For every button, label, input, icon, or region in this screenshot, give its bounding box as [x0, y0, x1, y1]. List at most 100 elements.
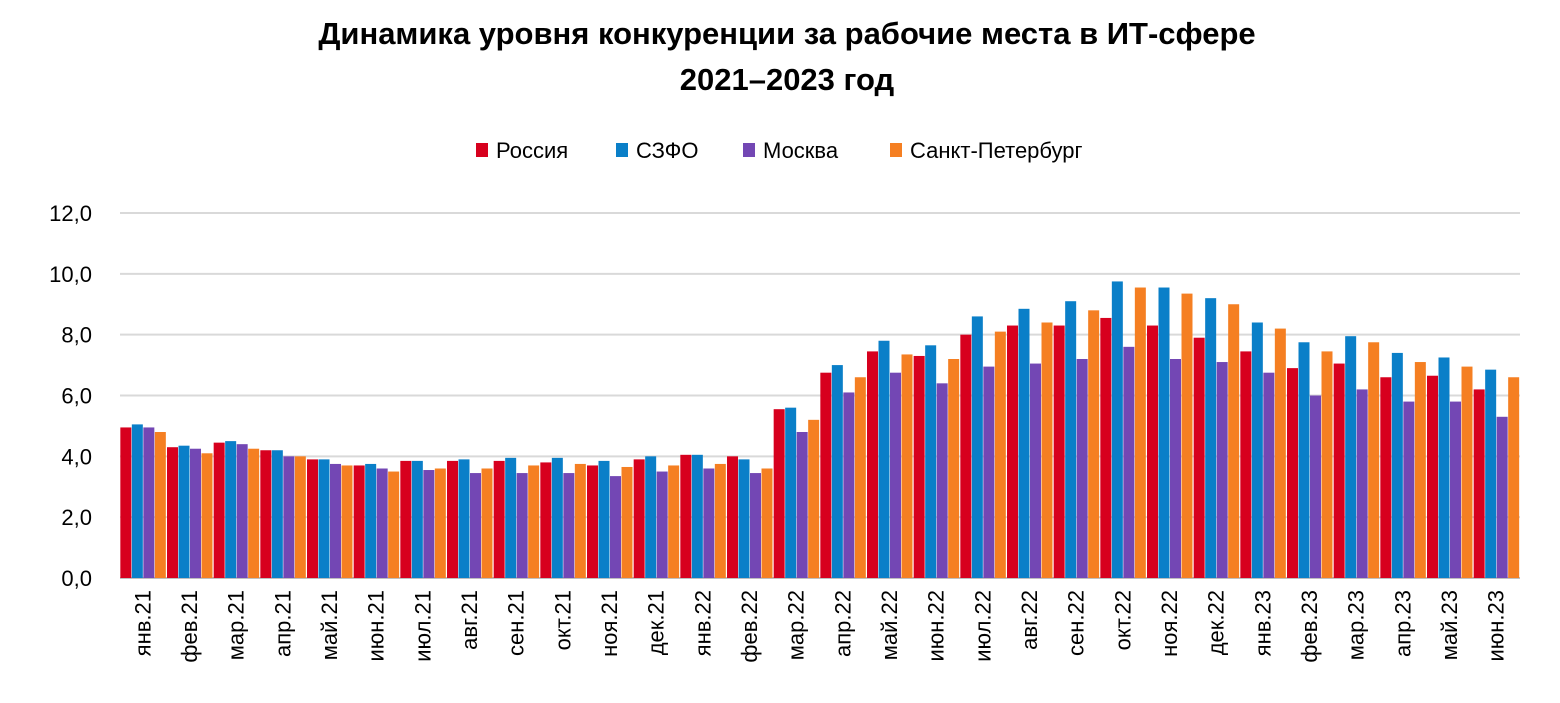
bar: [400, 460, 412, 578]
bar: [1123, 346, 1135, 578]
bar: [376, 468, 388, 578]
x-tick-label: июн.21: [364, 590, 389, 662]
bar: [213, 442, 225, 578]
bar: [248, 448, 260, 578]
x-tick-label: сен.21: [504, 590, 529, 656]
bar: [1333, 363, 1345, 578]
bar: [283, 456, 295, 578]
x-tick-label: авг.21: [457, 590, 482, 650]
bar: [936, 383, 948, 578]
bar: [1018, 308, 1030, 578]
bar: [540, 462, 552, 578]
bar: [458, 459, 470, 578]
bar: [854, 377, 866, 578]
x-tick-label: май.23: [1437, 590, 1462, 660]
legend-swatch: [476, 143, 488, 157]
bar: [1111, 281, 1123, 578]
x-tick-label: апр.21: [270, 590, 295, 657]
bar: [1274, 328, 1286, 578]
bar: [365, 463, 377, 578]
bar: [154, 432, 166, 578]
bar: [493, 460, 505, 578]
bar: [1298, 342, 1310, 578]
bar: [481, 468, 493, 578]
bar: [411, 460, 423, 578]
bar: [1065, 301, 1077, 578]
bar: [738, 459, 750, 578]
bar: [621, 466, 633, 578]
bar: [434, 468, 446, 578]
bar: [423, 470, 435, 578]
bar: [1158, 287, 1170, 578]
bar: [1134, 287, 1146, 578]
bar: [1193, 337, 1205, 578]
x-tick-label: янв.21: [130, 590, 155, 656]
bar: [307, 459, 318, 578]
x-tick-label: фев.21: [177, 590, 202, 663]
bar: [878, 340, 890, 578]
bar: [1041, 322, 1053, 578]
bar: [1310, 395, 1321, 578]
bar: [727, 456, 738, 578]
x-tick-label: ноя.22: [1157, 590, 1182, 657]
bar: [1053, 325, 1065, 578]
bar: [1461, 366, 1473, 578]
bar: [1438, 357, 1450, 578]
bar: [598, 460, 610, 578]
legend-label: Санкт-Петербург: [910, 138, 1083, 163]
bar: [948, 359, 960, 578]
x-tick-label: окт.21: [550, 590, 575, 650]
bar: [960, 334, 972, 578]
bar: [1321, 351, 1333, 578]
legend-label: Россия: [496, 138, 568, 163]
chart-title: Динамика уровня конкуренции за рабочие м…: [318, 16, 1255, 51]
bar: [1007, 325, 1018, 578]
bar: [1380, 377, 1392, 578]
bar: [656, 471, 668, 578]
bar: [971, 316, 983, 578]
bar: [190, 448, 201, 578]
bar: [1368, 342, 1380, 578]
x-tick-label: дек.21: [644, 590, 669, 655]
bar: [353, 465, 365, 578]
bar: [167, 447, 178, 578]
bar: [1076, 359, 1088, 578]
legend-swatch: [616, 143, 628, 157]
x-tick-label: фев.23: [1297, 590, 1322, 663]
x-tick-label: май.22: [877, 590, 902, 660]
bar: [983, 366, 995, 578]
bar: [587, 465, 598, 578]
bar: [143, 427, 155, 578]
bar: [785, 407, 797, 578]
x-tick-label: июл.22: [970, 590, 995, 662]
bar: [1508, 377, 1520, 578]
bar: [574, 463, 586, 578]
bar: [1345, 336, 1357, 578]
bar: [1088, 310, 1100, 578]
x-tick-label: мар.22: [784, 590, 809, 660]
y-tick-label: 0,0: [61, 566, 92, 591]
legend-label: Москва: [763, 138, 839, 163]
bar: [925, 345, 937, 578]
bar: [1181, 293, 1193, 578]
bar: [516, 473, 528, 578]
bar: [913, 355, 925, 578]
bar: [750, 473, 761, 578]
bar: [225, 441, 237, 578]
legend-swatch: [743, 143, 755, 157]
bar: [1414, 362, 1426, 578]
bar: [1427, 375, 1438, 578]
bar: [773, 409, 785, 578]
x-tick-label: окт.22: [1110, 590, 1135, 650]
bar: [1030, 363, 1041, 578]
x-tick-label: фев.22: [737, 590, 762, 663]
bar: [1450, 401, 1461, 578]
y-tick-label: 4,0: [61, 444, 92, 469]
bar: [1170, 359, 1181, 578]
bar: [994, 331, 1006, 578]
bar: [551, 457, 563, 578]
x-tick-label: сен.22: [1064, 590, 1089, 656]
bar: [1403, 401, 1415, 578]
x-tick-label: апр.22: [830, 590, 855, 657]
